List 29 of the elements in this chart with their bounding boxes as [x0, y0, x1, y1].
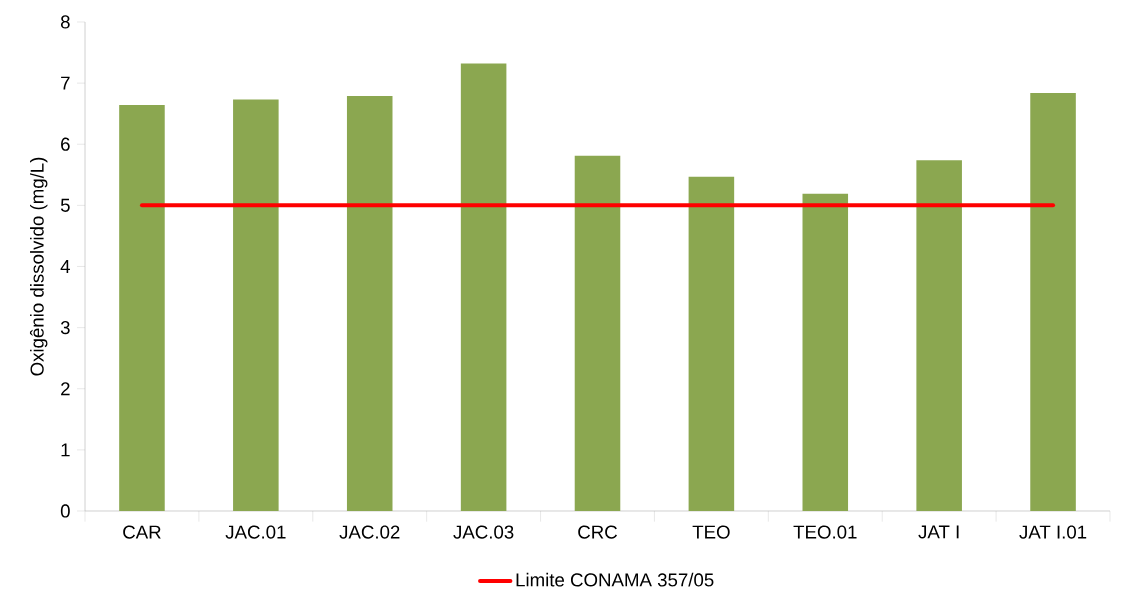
bar — [688, 176, 735, 511]
bar — [574, 155, 621, 511]
x-tick-label: TEO.01 — [793, 525, 857, 539]
x-tick-label: TEO — [692, 525, 730, 539]
y-tick-label: 4 — [60, 260, 70, 273]
y-tick-label: 5 — [60, 198, 70, 212]
x-tick-label: JAC.02 — [339, 525, 400, 539]
x-tick-label: JAT I.01 — [1019, 525, 1087, 539]
bar — [802, 193, 849, 511]
y-tick-label: 7 — [61, 76, 70, 90]
bar — [1030, 92, 1076, 511]
y-tick-label: 1 — [61, 443, 70, 457]
y-axis-title: Oxigênio dissolvido (mg/L) — [29, 157, 48, 376]
x-tick-label: CAR — [123, 525, 161, 539]
y-tick-label: 2 — [61, 382, 70, 396]
bar — [460, 63, 507, 511]
bar — [346, 95, 393, 511]
x-tick-label: JAT I — [918, 525, 959, 539]
x-tick-label: JAC.01 — [225, 525, 286, 539]
x-tick-label: CRC — [578, 525, 618, 539]
x-tick-label: JAC.03 — [453, 525, 514, 539]
y-tick-label: 8 — [60, 15, 70, 29]
legend-label: Limite CONAMA 357/05 — [516, 572, 714, 587]
y-tick-label: 0 — [60, 504, 70, 518]
y-tick-label: 6 — [61, 137, 70, 151]
bar — [916, 160, 962, 511]
y-tick-label: 3 — [60, 320, 70, 335]
bar — [233, 99, 279, 511]
bar — [119, 105, 165, 511]
